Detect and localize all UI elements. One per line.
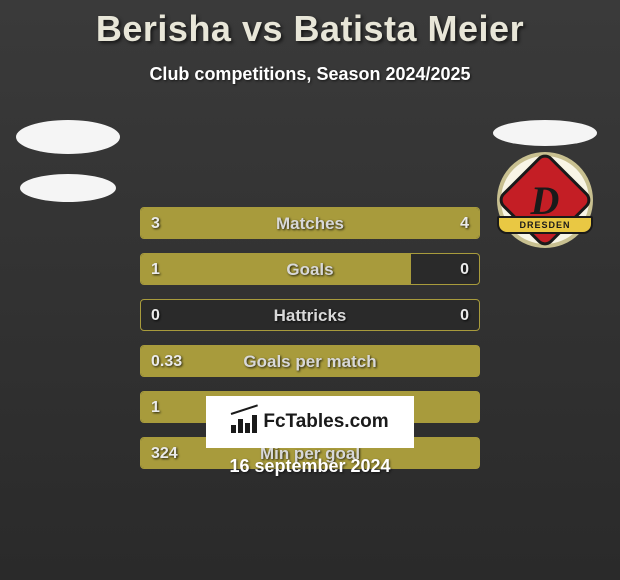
date-text: 16 september 2024 — [0, 456, 620, 477]
stat-row: 10Goals — [140, 253, 480, 285]
stat-label: Matches — [141, 208, 479, 238]
stat-label: Hattricks — [141, 300, 479, 330]
stat-row: 0.33Goals per match — [140, 345, 480, 377]
placeholder-oval — [20, 174, 116, 202]
dynamo-dresden-badge: D DRESDEN — [497, 152, 593, 248]
stat-label: Goals — [141, 254, 479, 284]
page-title: Berisha vs Batista Meier — [0, 0, 620, 50]
brand-text: FcTables.com — [263, 411, 388, 433]
stat-row: 00Hattricks — [140, 299, 480, 331]
brand-box: FcTables.com — [206, 396, 414, 448]
page-subtitle: Club competitions, Season 2024/2025 — [0, 64, 620, 85]
placeholder-oval — [493, 120, 597, 146]
badge-diamond: D — [496, 151, 595, 250]
stat-label: Goals per match — [141, 346, 479, 376]
fctables-icon — [231, 411, 257, 433]
badge-band: DRESDEN — [497, 216, 593, 234]
stat-row: 34Matches — [140, 207, 480, 239]
right-club-logo: D DRESDEN — [490, 120, 600, 260]
placeholder-oval — [16, 120, 120, 154]
left-club-logo — [8, 120, 128, 210]
